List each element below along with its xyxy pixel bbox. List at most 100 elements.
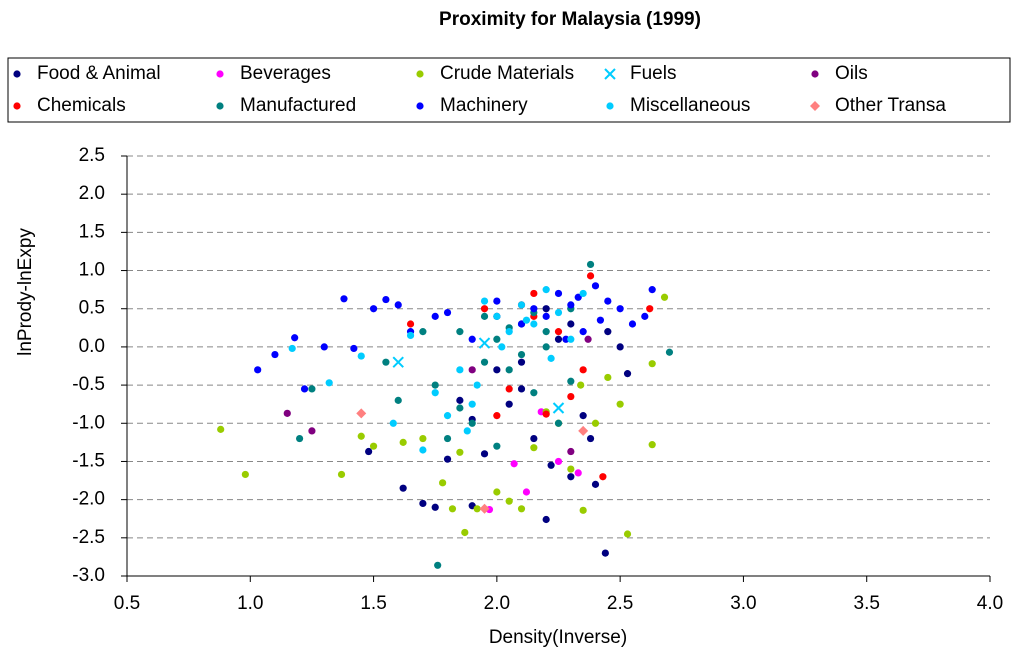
point: [604, 328, 612, 336]
point: [473, 381, 481, 389]
point: [493, 335, 501, 343]
point: [300, 385, 309, 393]
point: [389, 419, 397, 427]
point: [493, 366, 501, 374]
point: [399, 438, 407, 446]
point: [254, 366, 262, 374]
legend-marker: [604, 68, 616, 80]
point: [616, 400, 624, 408]
point: [505, 366, 513, 374]
legend-label: Crude Materials: [440, 63, 574, 84]
point: [567, 377, 575, 385]
point: [530, 389, 538, 397]
point: [542, 410, 550, 418]
point: [578, 425, 589, 436]
point: [591, 419, 600, 427]
point: [648, 360, 656, 368]
point: [461, 528, 469, 537]
point: [604, 297, 612, 305]
point: [648, 286, 656, 294]
point-stroke: [478, 337, 491, 349]
point: [567, 301, 575, 309]
point: [456, 404, 464, 412]
point: [586, 260, 595, 269]
point: [505, 385, 513, 393]
point: [567, 465, 575, 473]
legend-label: Miscellaneous: [630, 95, 750, 116]
point: [468, 400, 476, 408]
y-tick-label: -1.5: [72, 450, 105, 471]
chart-title: Proximity for Malaysia (1999): [439, 9, 701, 30]
point: [443, 455, 452, 463]
point: [493, 297, 501, 305]
point: [431, 503, 439, 511]
point: [646, 305, 654, 313]
point: [288, 344, 296, 353]
point: [660, 293, 669, 301]
point: [480, 312, 489, 320]
y-tick-label: -0.5: [72, 374, 105, 395]
point: [517, 301, 526, 309]
legend-label: Chemicals: [37, 95, 126, 116]
point: [596, 316, 605, 324]
point: [439, 479, 447, 487]
point: [308, 385, 316, 393]
point: [522, 488, 531, 496]
legend-marker: [810, 101, 820, 111]
point: [586, 272, 595, 280]
x-tick-label: 4.0: [977, 593, 1003, 614]
point: [554, 457, 563, 466]
point: [479, 503, 490, 514]
point: [574, 293, 582, 301]
point: [394, 301, 402, 309]
x-tick-label: 1.5: [360, 593, 386, 614]
point: [463, 427, 471, 435]
point: [599, 473, 607, 481]
legend-marker: [416, 70, 424, 78]
x-tick-label: 2.5: [607, 593, 633, 614]
point: [357, 352, 365, 360]
point: [530, 434, 538, 443]
point: [431, 389, 439, 397]
x-tick-label: 2.0: [484, 593, 510, 614]
point: [591, 282, 600, 290]
point: [434, 561, 442, 569]
point: [584, 335, 592, 343]
point: [567, 335, 575, 343]
point: [456, 448, 464, 456]
point: [443, 308, 452, 317]
point: [419, 434, 427, 443]
point: [579, 412, 587, 420]
point: [456, 328, 464, 336]
point: [554, 419, 563, 427]
x-tick-label: 0.5: [114, 593, 140, 614]
point: [517, 358, 526, 366]
point: [468, 419, 476, 427]
point: [365, 447, 373, 456]
point: [567, 320, 575, 328]
point: [517, 350, 526, 359]
point: [567, 447, 575, 456]
point: [648, 441, 656, 449]
x-tick-label: 1.0: [237, 593, 263, 614]
point: [567, 392, 575, 401]
point: [283, 409, 291, 417]
point: [456, 366, 464, 374]
point: [604, 373, 612, 382]
legend-label: Other Transa: [835, 95, 946, 116]
point: [357, 432, 365, 440]
y-tick-label: 2.0: [79, 183, 105, 204]
point: [574, 469, 582, 477]
legend-marker: [216, 70, 224, 78]
legend-label: Beverages: [240, 63, 331, 84]
point: [542, 343, 550, 351]
point: [505, 328, 513, 336]
y-tick-label: -3.0: [72, 565, 105, 586]
point: [586, 434, 595, 443]
point: [567, 473, 575, 481]
y-tick-label: -2.0: [72, 489, 105, 510]
y-tick-label: 1.5: [79, 221, 105, 242]
point: [623, 370, 632, 378]
point: [350, 344, 358, 353]
